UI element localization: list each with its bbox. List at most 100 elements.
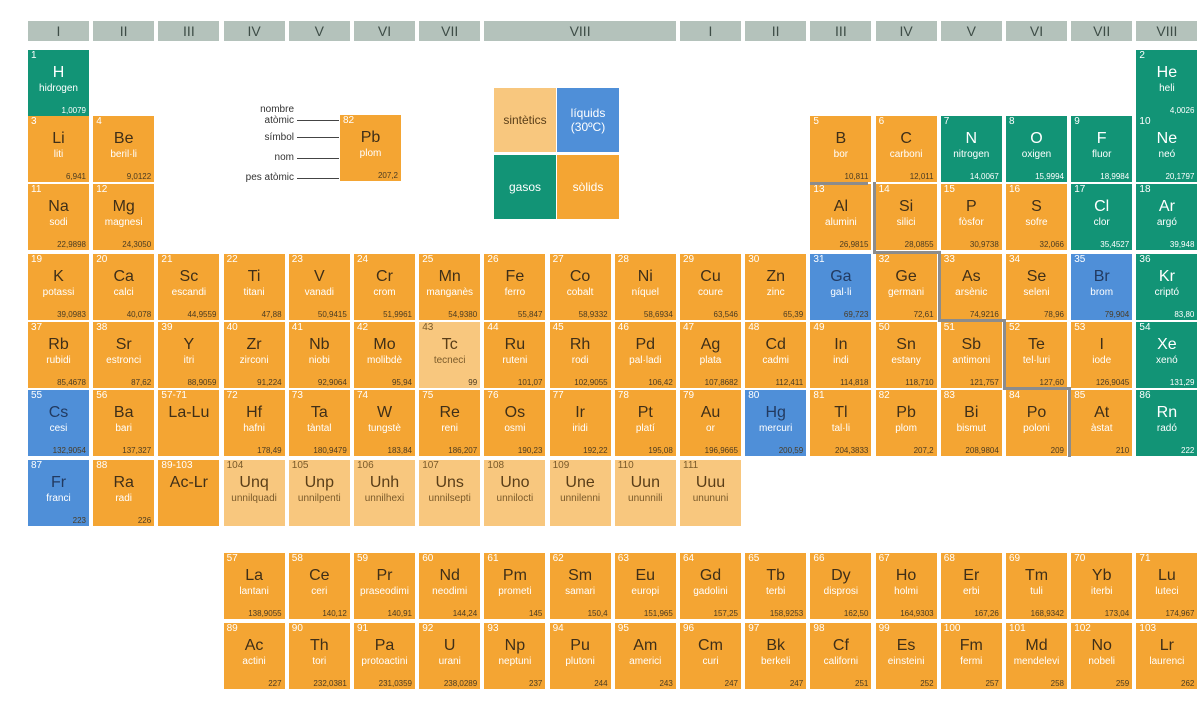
element-name: fòsfor: [958, 217, 984, 228]
element-name: gal·li: [830, 287, 852, 298]
atomic-weight: 223: [72, 516, 86, 525]
atomic-weight: 157,25: [713, 609, 738, 618]
atomic-number: 22: [226, 254, 238, 265]
element-name: argó: [1156, 217, 1177, 228]
atomic-number: 42: [357, 322, 369, 333]
element-name: alumini: [825, 217, 857, 228]
element-cell: 36 Kr criptó 83,80: [1136, 254, 1198, 320]
element-name: nitrogen: [953, 149, 990, 160]
atomic-number: 81: [813, 390, 825, 401]
atomic-number: 59: [357, 553, 369, 564]
atomic-weight: 186,207: [448, 446, 478, 455]
element-cell: 91 Pa protoactini 231,0359: [354, 623, 415, 689]
atomic-number: 48: [748, 322, 760, 333]
atomic-number: 67: [878, 553, 890, 564]
element-symbol: As: [961, 268, 981, 285]
element-symbol: Uun: [630, 474, 660, 491]
element-name: vanadi: [304, 287, 335, 298]
element-name: àstat: [1090, 423, 1113, 434]
atomic-number: 18: [1139, 184, 1151, 195]
atomic-number: 44: [487, 322, 499, 333]
atomic-number: 88: [96, 460, 108, 471]
element-name: holmi: [894, 586, 919, 597]
atomic-weight: 238,0289: [443, 679, 478, 688]
element-name: niobi: [308, 355, 330, 366]
element-name: mercuri: [759, 423, 793, 434]
element-symbol: Ar: [1158, 198, 1175, 215]
atomic-weight: 227: [268, 679, 282, 688]
element-cell: 64 Gd gadolini 157,25: [680, 553, 741, 619]
atomic-number: 75: [422, 390, 434, 401]
atomic-weight: 112,411: [775, 378, 804, 387]
element-symbol: Ga: [830, 268, 852, 285]
element-name: americi: [629, 656, 662, 667]
atomic-weight: 88,9059: [187, 378, 217, 387]
atomic-weight: 15,9994: [1035, 172, 1064, 181]
element-symbol: C: [900, 130, 912, 147]
element-cell: 99 Es einsteini 252: [875, 623, 937, 689]
group-header: V: [940, 21, 1002, 41]
element-symbol: Cl: [1094, 198, 1110, 215]
element-cell: 62 Sm samari 150,4: [549, 553, 611, 619]
element-symbol: Fr: [50, 474, 67, 491]
element-name: luteci: [1155, 586, 1179, 597]
atomic-weight: 99: [468, 378, 478, 387]
atomic-weight: 40,078: [126, 310, 152, 319]
group-header: II: [93, 21, 155, 41]
element-symbol: Am: [633, 637, 658, 654]
element-cell: 2 He heli 4,0026: [1136, 50, 1198, 116]
element-cell: 56 Ba bari 137,327: [93, 390, 155, 456]
atomic-number: 5: [813, 116, 819, 127]
element-symbol: Tm: [1024, 567, 1049, 584]
atomic-number: 57: [226, 553, 238, 564]
atomic-weight: 6,941: [65, 172, 86, 181]
element-name: fermi: [960, 656, 983, 667]
atomic-weight: 14,0067: [969, 172, 999, 181]
atomic-number: 37: [31, 322, 43, 333]
element-symbol: Al: [833, 198, 848, 215]
element-name: cobalt: [566, 287, 594, 298]
element-cell: 103 Lr laurenci 262: [1136, 623, 1198, 689]
atomic-number: 96: [683, 623, 695, 634]
atomic-number: 104: [226, 460, 244, 471]
atomic-number: 109: [552, 460, 570, 471]
atomic-number: 99: [878, 623, 890, 634]
atomic-weight: 257: [985, 679, 999, 688]
element-symbol: Sn: [896, 336, 916, 353]
element-cell: 104 Unq unnilquadi: [223, 460, 285, 526]
element-cell: 65 Tb terbi 158,9253: [745, 553, 807, 619]
element-name: disprosi: [823, 586, 859, 597]
atomic-weight: 237: [529, 679, 543, 688]
element-cell: 38 Sr estronci 87,62: [93, 322, 155, 388]
element-cell: 85 At àstat 210: [1071, 390, 1133, 456]
atomic-weight: 39,0983: [57, 310, 86, 319]
element-symbol: Na: [48, 198, 69, 215]
atomic-weight: 262: [1181, 679, 1195, 688]
atomic-number: 9: [1074, 116, 1080, 127]
atomic-number: 110: [617, 460, 634, 471]
element-symbol: Br: [1093, 268, 1110, 285]
atomic-weight: 195,08: [648, 446, 673, 455]
element-cell: 31 Ga gal·li 69,723: [810, 254, 872, 320]
element-symbol: Rh: [569, 336, 591, 353]
element-name: praseodimi: [360, 586, 409, 597]
atomic-weight: 190,23: [517, 446, 543, 455]
atomic-number: 82: [878, 390, 890, 401]
element-symbol: Zr: [246, 336, 262, 353]
atomic-number: 21: [161, 254, 173, 265]
element-symbol: Bi: [964, 404, 979, 421]
atomic-weight: 79,904: [1104, 310, 1130, 319]
element-name: coure: [697, 287, 723, 298]
element-cell: 97 Bk berkeli 247: [745, 623, 807, 689]
element-cell: 72 Hf hafni 178,49: [223, 390, 285, 456]
atomic-number: 47: [683, 322, 695, 333]
element-symbol: Unq: [239, 474, 269, 491]
atomic-weight: 132,9054: [52, 446, 86, 455]
atomic-number: 79: [683, 390, 695, 401]
element-symbol: Pt: [637, 404, 653, 421]
element-cell: 10 Ne neó 20,1797: [1136, 116, 1198, 182]
element-cell: 45 Rh rodi 102,9055: [549, 322, 611, 388]
example-atomic-number: 82: [343, 115, 355, 126]
